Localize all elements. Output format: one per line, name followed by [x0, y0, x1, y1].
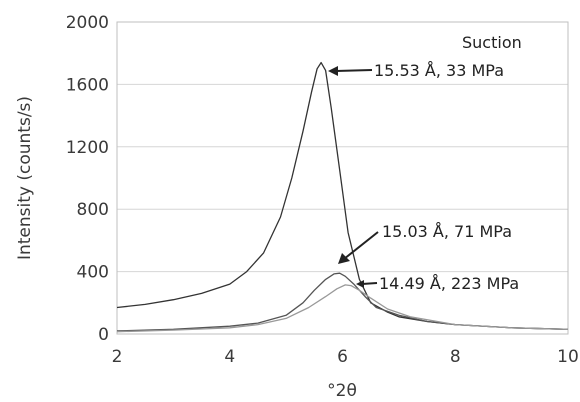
x-tick-label: 2 — [112, 347, 123, 367]
x-tick-labels: 2 4 6 8 10 — [112, 347, 579, 367]
series-line-3 — [116, 284, 569, 333]
annotation-1-label: 15.53 Å, 33 MPa — [374, 61, 504, 80]
legend-text: Suction — [462, 33, 522, 52]
series-line-2 — [116, 272, 569, 332]
annotation-1-arrowhead — [328, 66, 338, 76]
plot-frame — [116, 21, 569, 335]
y-tick-label: 2000 — [66, 13, 109, 33]
y-tick-label: 400 — [77, 263, 109, 283]
x-axis-title: °2θ — [327, 381, 357, 401]
y-tick-label: 1600 — [66, 75, 109, 95]
y-axis-title: Intensity (counts/s) — [15, 96, 35, 260]
y-tick-label: 1200 — [66, 138, 109, 158]
x-tick-label: 10 — [557, 347, 579, 367]
annotation-2: 15.03 Å, 71 MPa — [338, 222, 512, 264]
annotation-2-arrow — [343, 231, 379, 260]
annotation-3-arrow — [361, 282, 378, 285]
x-tick-label: 4 — [224, 347, 235, 367]
x-tick-label: 6 — [337, 347, 348, 367]
annotation-2-label: 15.03 Å, 71 MPa — [382, 222, 512, 241]
annotation-2-arrowhead — [338, 253, 350, 264]
x-tick-label: 8 — [450, 347, 461, 367]
y-tick-label: 800 — [77, 200, 109, 220]
y-tick-labels: 0 400 800 1200 1600 2000 — [66, 13, 109, 345]
series-layer — [116, 61, 569, 333]
series-line-1 — [116, 61, 569, 330]
annotation-1-arrow — [335, 69, 373, 72]
annotation-3: 14.49 Å, 223 MPa — [356, 274, 519, 293]
annotation-3-arrowhead — [356, 280, 364, 288]
annotation-1: 15.53 Å, 33 MPa — [328, 61, 504, 80]
annotation-3-label: 14.49 Å, 223 MPa — [379, 274, 519, 293]
y-tick-label: 0 — [98, 325, 109, 345]
